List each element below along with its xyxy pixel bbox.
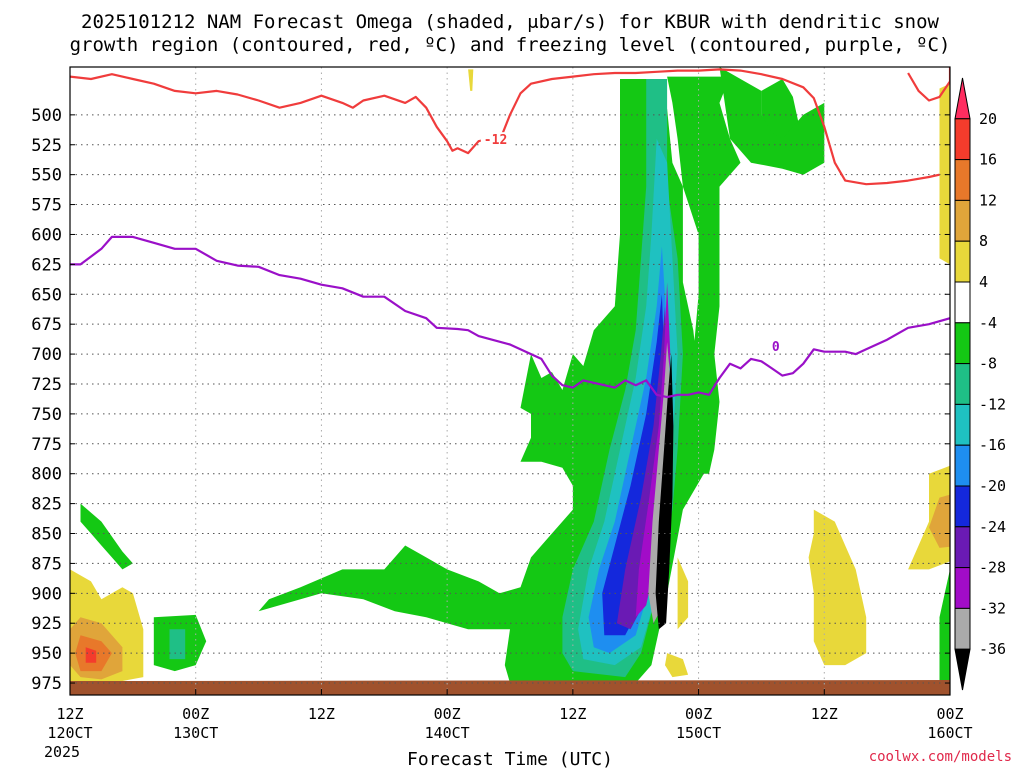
y-tick-label: 925 <box>31 614 62 634</box>
x-tick-label-time: 00Z <box>182 705 209 723</box>
omega-region-1-1 <box>169 629 186 660</box>
colorbar-swatch <box>954 363 971 405</box>
contours: -12 0 <box>70 67 950 399</box>
colorbar-top-arrow <box>954 77 971 120</box>
plot-frame <box>69 66 951 696</box>
y-tick-label: 975 <box>31 674 62 694</box>
colorbar-label: -20 <box>979 477 1006 495</box>
contour-label-2: 0 <box>772 340 780 355</box>
y-tick-label: 775 <box>31 435 62 455</box>
colorbar-bottom-arrow <box>954 648 971 691</box>
colorbar-swatch <box>954 607 971 650</box>
colorbar-swatch <box>954 159 971 201</box>
chart-title-line1: 2025101212 NAM Forecast Omega (shaded, μ… <box>81 11 939 33</box>
colorbar-swatch <box>954 118 971 161</box>
ground-layer <box>70 680 950 695</box>
contour-line-1 <box>907 67 950 102</box>
x-tick-label-date: 160CT <box>927 724 972 742</box>
credit-label: coolwx.com/models <box>869 749 1012 765</box>
y-tick-label: 650 <box>31 285 62 305</box>
x-tick-label-date: 140CT <box>425 724 470 742</box>
y-tick-label: 700 <box>31 345 62 365</box>
contour-label-bg <box>480 132 514 147</box>
colorbar-swatch <box>954 199 971 242</box>
colorbar-swatch <box>954 322 971 365</box>
omega-region-12-0 <box>85 647 97 663</box>
contour-label-bg <box>768 339 784 354</box>
colorbar-label: 12 <box>979 191 997 209</box>
colorbar-swatch <box>954 281 971 324</box>
colorbar-label: 4 <box>979 273 988 291</box>
colorbar-label: -28 <box>979 559 1006 577</box>
x-tick-label-time: 12Z <box>559 705 586 723</box>
x-tick-label-time: 00Z <box>936 705 963 723</box>
omega-region-0-2 <box>667 76 741 235</box>
omega-region-0-4 <box>719 67 825 175</box>
colorbar-swatch <box>954 403 971 446</box>
y-tick-label: 875 <box>31 554 62 574</box>
x-tick-label-date: 150CT <box>676 724 721 742</box>
x-tick-label-time: 00Z <box>685 705 712 723</box>
y-tick-label: 950 <box>31 644 62 664</box>
omega-region-6-0 <box>635 282 671 618</box>
y-tick-label: 575 <box>31 196 62 216</box>
y-tick-label: 600 <box>31 225 62 245</box>
omega-region-0-3 <box>693 162 720 474</box>
colorbar-label: -24 <box>979 518 1006 536</box>
x-tick-label-time: 12Z <box>56 705 83 723</box>
colorbar-swatch <box>954 444 971 487</box>
omega-region-0-6 <box>80 503 133 570</box>
colorbar-label: -36 <box>979 640 1006 658</box>
grid <box>70 67 950 695</box>
contour-line-2 <box>70 235 950 399</box>
omega-region-9-6 <box>468 69 474 91</box>
omega-region-9-3 <box>808 509 867 666</box>
y-axis: 500 525 550 575 600 625 650 675 700 725 750 775 800 8… <box>31 106 950 694</box>
y-tick-label: 625 <box>31 255 62 275</box>
colorbar-label: 20 <box>979 110 997 128</box>
contour-label-0: -12 <box>484 133 507 148</box>
colorbar-swatch <box>954 567 971 609</box>
y-tick-label: 725 <box>31 375 62 395</box>
x-tick-label-time: 12Z <box>811 705 838 723</box>
omega-region-8-0 <box>655 354 674 630</box>
ground-surface <box>70 680 950 695</box>
y-tick-label: 675 <box>31 315 62 335</box>
y-tick-label: 800 <box>31 465 62 485</box>
omega-region-9-1 <box>939 83 950 265</box>
chart-title-line2: growth region (contoured, red, ºC) and f… <box>70 34 951 56</box>
y-tick-label: 900 <box>31 584 62 604</box>
year-label: 2025 <box>44 743 80 761</box>
colorbar-swatch <box>954 485 971 528</box>
y-tick-label: 825 <box>31 495 62 515</box>
y-tick-label: 750 <box>31 405 62 425</box>
y-tick-label: 500 <box>31 106 62 126</box>
colorbar-label: -16 <box>979 436 1006 454</box>
y-tick-label: 850 <box>31 525 62 545</box>
colorbar-label: -8 <box>979 355 997 373</box>
omega-region-9-4 <box>677 557 689 630</box>
colorbar: 20 16 12 8 4 -4 -8 -12 -16 -20 -24 -28 -32 -36 <box>954 77 1006 691</box>
x-axis-label: Forecast Time (UTC) <box>407 749 613 768</box>
omega-region-9-5 <box>665 653 689 678</box>
colorbar-label: -12 <box>979 395 1006 413</box>
x-tick-label-date: 130CT <box>173 724 218 742</box>
y-tick-label: 550 <box>31 166 62 186</box>
omega-region-10-1 <box>929 494 950 548</box>
x-tick-label-time: 00Z <box>434 705 461 723</box>
omega-shading <box>70 67 950 683</box>
x-tick-label-time: 12Z <box>308 705 335 723</box>
colorbar-swatch <box>954 526 971 569</box>
colorbar-label: -4 <box>979 314 997 332</box>
colorbar-label: 8 <box>979 232 988 250</box>
x-tick-label-date: 120CT <box>47 724 92 742</box>
colorbar-label: -32 <box>979 599 1006 617</box>
omega-region-0-5 <box>939 419 950 683</box>
colorbar-label: 16 <box>979 151 997 169</box>
y-tick-label: 525 <box>31 136 62 156</box>
colorbar-swatch <box>954 240 971 283</box>
